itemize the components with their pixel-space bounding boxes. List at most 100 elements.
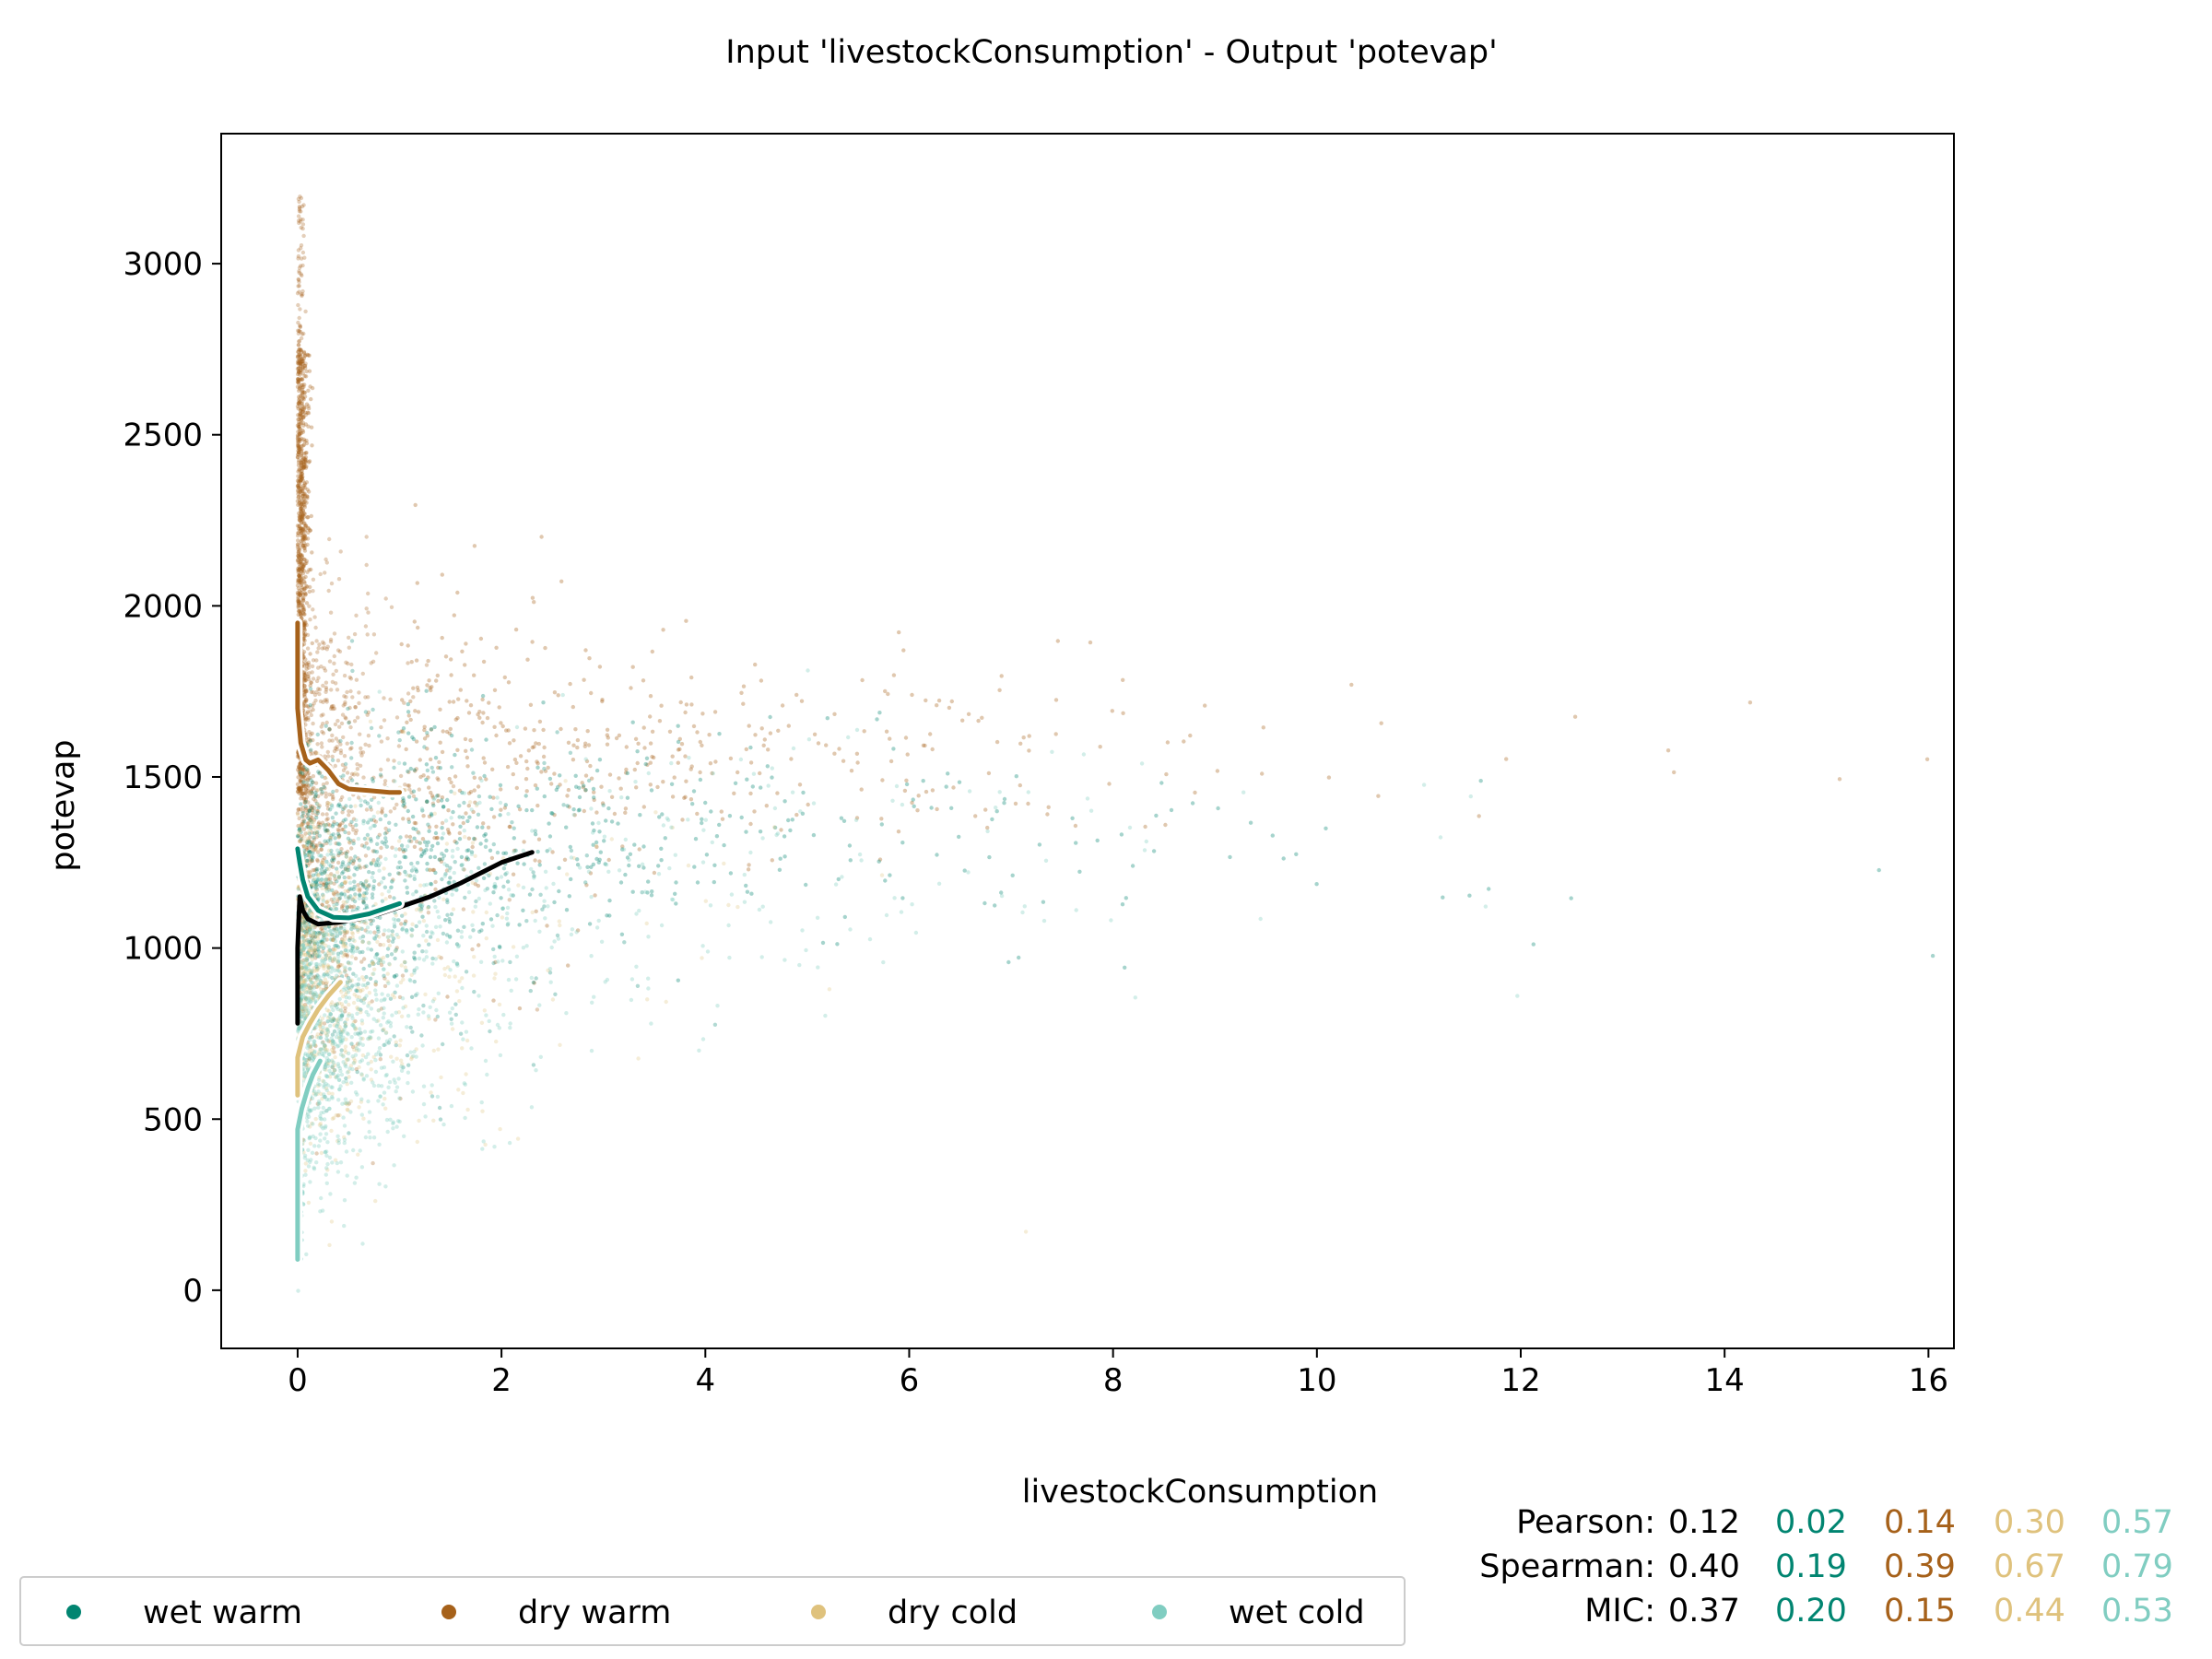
- scatter-point: [318, 1138, 323, 1143]
- scatter-point: [513, 627, 519, 632]
- scatter-point: [363, 799, 368, 804]
- scatter-point: [385, 971, 390, 976]
- scatter-point: [306, 526, 311, 531]
- scatter-point: [347, 1131, 351, 1135]
- scatter-point: [302, 676, 307, 680]
- scatter-point: [877, 859, 881, 864]
- scatter-point: [296, 601, 301, 606]
- scatter-point: [484, 737, 488, 742]
- scatter-point: [491, 947, 496, 952]
- scatter-point: [764, 804, 769, 808]
- scatter-point: [406, 769, 410, 774]
- scatter-point: [341, 773, 346, 778]
- scatter-point: [441, 805, 446, 809]
- scatter-point: [597, 830, 602, 834]
- scatter-point: [342, 892, 347, 897]
- scatter-point: [306, 983, 311, 988]
- scatter-point: [301, 496, 306, 501]
- scatter-point: [515, 1136, 521, 1141]
- scatter-point: [302, 581, 307, 585]
- scatter-point: [531, 980, 536, 985]
- scatter-point: [315, 1101, 320, 1106]
- scatter-point: [326, 830, 331, 835]
- scatter-point: [302, 255, 307, 260]
- scatter-point: [300, 768, 306, 772]
- scatter-point: [744, 747, 748, 752]
- scatter-point: [304, 583, 309, 589]
- scatter-point: [317, 833, 322, 838]
- scatter-point: [411, 736, 417, 742]
- scatter-point: [302, 505, 307, 510]
- scatter-point: [557, 865, 561, 870]
- scatter-point: [298, 421, 302, 426]
- scatter-point: [530, 910, 535, 915]
- scatter-point: [458, 824, 463, 829]
- scatter-point: [369, 807, 373, 812]
- scatter-point: [300, 377, 304, 382]
- scatter-point: [321, 949, 325, 954]
- scatter-point: [345, 909, 349, 913]
- scatter-point: [424, 843, 429, 848]
- scatter-point: [305, 536, 311, 541]
- scatter-point: [618, 880, 624, 885]
- scatter-point: [447, 920, 453, 924]
- scatter-point: [300, 461, 304, 465]
- scatter-point: [346, 975, 351, 981]
- scatter-point: [367, 869, 371, 875]
- scatter-point: [300, 819, 305, 824]
- scatter-point: [295, 455, 300, 460]
- scatter-point: [436, 794, 441, 798]
- scatter-point: [419, 907, 424, 912]
- scatter-point: [308, 384, 312, 389]
- scatter-point: [343, 761, 348, 767]
- scatter-point: [762, 737, 767, 742]
- scatter-point: [516, 883, 521, 888]
- scatter-point: [335, 747, 339, 752]
- scatter-point: [296, 559, 300, 564]
- scatter-point: [339, 1013, 345, 1018]
- scatter-point: [491, 960, 496, 966]
- scatter-point: [297, 466, 301, 472]
- scatter-point: [900, 841, 905, 845]
- scatter-point: [467, 800, 473, 805]
- scatter-point: [512, 757, 518, 762]
- scatter-point: [380, 810, 384, 815]
- scatter-point: [440, 749, 445, 755]
- scatter-point: [301, 598, 306, 604]
- scatter-point: [480, 825, 485, 830]
- scatter-point: [313, 961, 319, 967]
- scatter-point: [573, 773, 578, 778]
- scatter-point: [427, 785, 431, 790]
- scatter-point: [614, 735, 619, 741]
- scatter-point: [303, 1169, 308, 1173]
- scatter-point: [297, 787, 301, 793]
- scatter-point: [315, 810, 320, 816]
- scatter-point: [306, 821, 311, 826]
- scatter-point: [930, 747, 935, 752]
- scatter-point: [297, 279, 301, 285]
- scatter-point: [299, 475, 303, 480]
- scatter-point: [428, 867, 432, 872]
- scatter-point: [397, 994, 403, 1000]
- scatter-point: [345, 904, 349, 909]
- scatter-point: [296, 606, 300, 610]
- scatter-point: [328, 610, 334, 615]
- scatter-point: [506, 728, 511, 733]
- scatter-point: [351, 828, 356, 832]
- scatter-point: [935, 806, 939, 812]
- scatter-point: [310, 984, 314, 989]
- scatter-point: [488, 871, 493, 877]
- scatter-point: [414, 821, 418, 826]
- scatter-point: [420, 837, 426, 841]
- scatter-point: [407, 787, 412, 792]
- scatter-point: [310, 550, 314, 555]
- scatter-point: [460, 976, 465, 981]
- scatter-point: [340, 810, 345, 815]
- scatter-point: [375, 924, 380, 929]
- scatter-point: [330, 758, 335, 762]
- scatter-point: [325, 882, 331, 888]
- scatter-point: [428, 686, 432, 690]
- scatter-point: [349, 926, 354, 932]
- scatter-point: [300, 526, 304, 531]
- scatter-point: [481, 756, 486, 760]
